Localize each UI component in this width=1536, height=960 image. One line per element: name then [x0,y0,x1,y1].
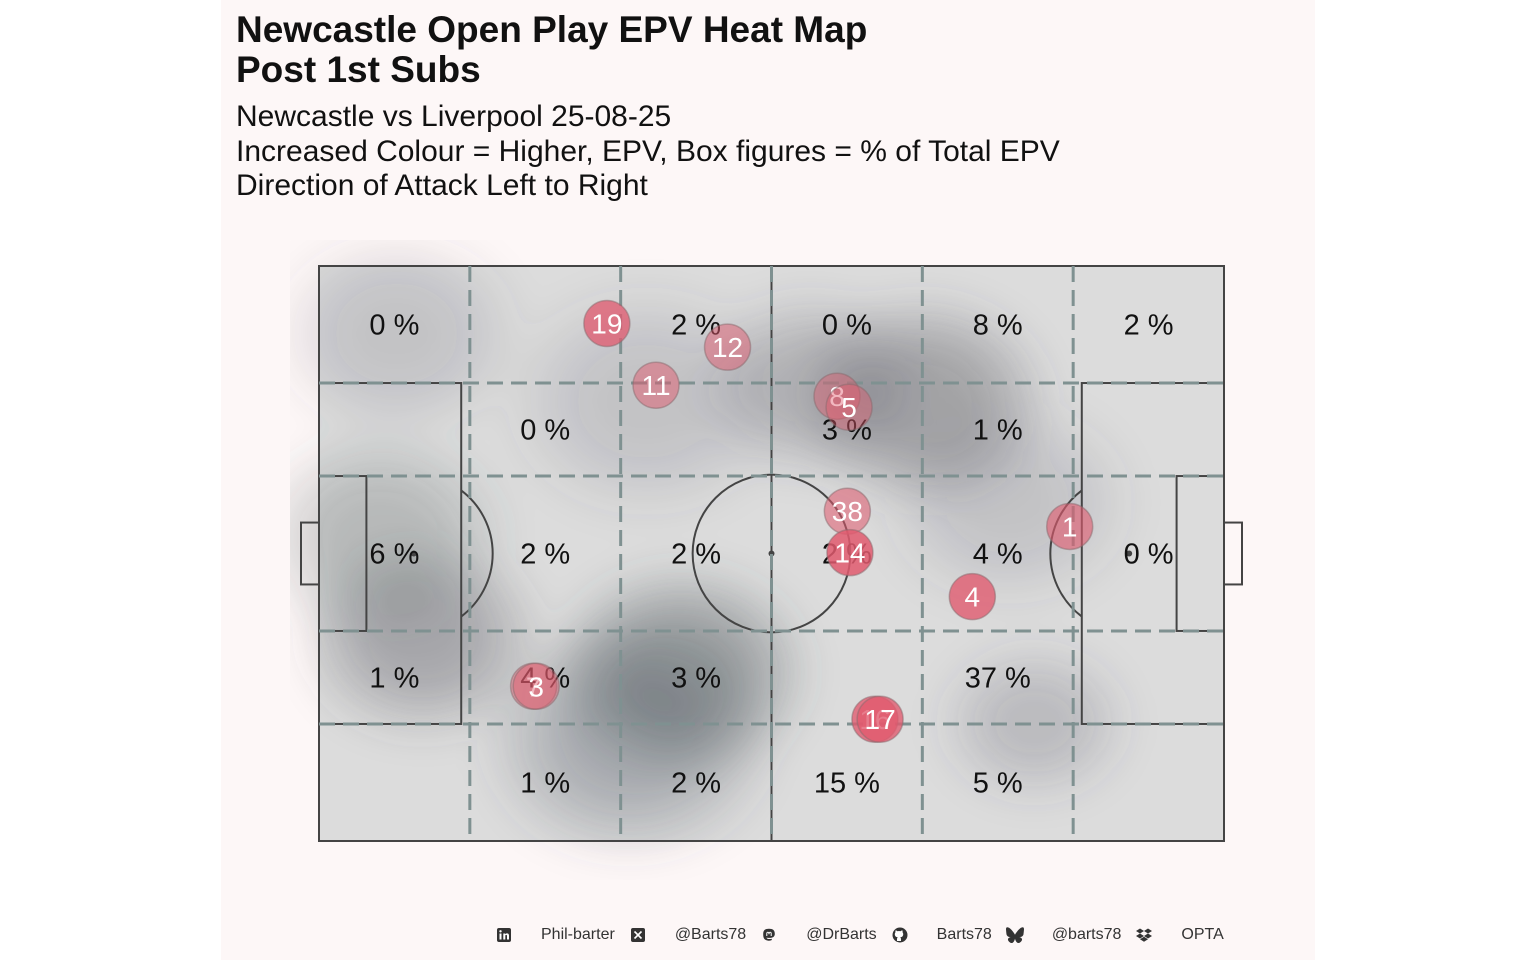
footer-credits: Phil-barter @Barts78 @DrBarts Barts78 @b… [495,924,1238,946]
zone-percentage-label: 2 % [1124,310,1174,342]
footer-linkedin-text[interactable]: Phil-barter [541,926,615,943]
zone-percentage-label: 0 % [1124,539,1174,571]
player-number-label: 38 [832,496,863,527]
zone-percentage-label: 5 % [973,767,1023,799]
player-marker [632,361,680,409]
chart-title: Newcastle Open Play EPV Heat Map Post 1s… [236,10,867,90]
density-contour [576,344,717,459]
player-marker [583,299,631,348]
zone-percentage-label: 6 % [369,539,419,571]
player-number-label: 19 [591,309,622,340]
zone-percentage-label: 4 % [973,539,1023,571]
zone-percentage-label: 2 % [671,310,721,342]
right-goal [1223,521,1243,586]
left-penalty-spot [410,550,417,557]
player-number-label: 3 [528,671,544,702]
zone-percentage-label: 8 % [973,310,1023,342]
zone-percentage-label: 0 % [369,310,419,342]
footer-source-text: OPTA [1181,926,1224,943]
player-number-label: 1 [1062,511,1078,542]
x-twitter-icon[interactable] [629,926,647,944]
zone-percentage-label: 4 % [520,662,570,694]
footer-github-text[interactable]: Barts78 [936,926,992,943]
player-number-label: 7 [526,671,542,702]
title-line-2: Post 1st Subs [236,49,481,90]
player-marker [703,323,752,371]
zone-percentage-label: 0 % [520,415,570,447]
player-number-label: 8 [829,381,845,412]
left-goal [300,521,320,586]
player-number-label: 11 [641,370,670,401]
footer-x-text[interactable]: @Barts78 [674,926,747,943]
density-contour [334,282,459,385]
zone-percentage-label: 2 % [520,539,570,571]
zone-percentage-label: 15 % [814,767,880,799]
player-marker [856,695,904,743]
zone-percentage-label: 2 % [671,767,721,799]
dropbox-icon[interactable] [1135,926,1153,944]
player-number-label: 5 [841,392,857,423]
player-number-label: 17 [865,704,896,735]
zone-percentage-label: 1 % [520,767,570,799]
left-penalty-arc [460,489,494,618]
zone-percentage-label: 1 % [973,415,1023,447]
subtitle-line-1: Newcastle vs Liverpool 25-08-25 [236,100,672,133]
right-penalty-spot [1126,550,1133,557]
subtitle-line-3: Direction of Attack Left to Right [236,169,648,202]
zone-percentage-label: 0 % [822,310,872,342]
density-contour [987,684,1081,761]
zone-percentage-label: 2 % [671,539,721,571]
density-contour [559,682,700,797]
density-layer [290,240,1133,854]
github-icon[interactable] [891,926,909,944]
footer-bluesky-text[interactable]: @barts78 [1051,926,1122,943]
player-marker [826,528,874,577]
player-marker [512,662,560,711]
mastodon-icon[interactable] [760,926,778,944]
player-marker [948,572,997,621]
bluesky-icon[interactable] [1005,926,1024,944]
zone-percentage-label: 1 % [369,662,419,694]
chart-subtitle: Newcastle vs Liverpool 25-08-25 Increase… [236,100,1060,204]
title-line-1: Newcastle Open Play EPV Heat Map [236,9,868,50]
player-number-label: 12 [712,332,743,363]
player-marker [825,383,873,431]
player-number-label: 14 [834,538,865,569]
footer-mastodon-text[interactable]: @DrBarts [806,926,877,943]
density-contour [317,485,442,588]
zone-percentage-label: 37 % [965,662,1031,694]
player-number-label: 4 [965,582,981,613]
player-marker [1045,502,1094,551]
subtitle-line-2: Increased Colour = Higher, EPV, Box figu… [236,134,1060,168]
zone-percentage-label: 3 % [671,662,721,694]
linkedin-icon[interactable] [495,926,513,944]
